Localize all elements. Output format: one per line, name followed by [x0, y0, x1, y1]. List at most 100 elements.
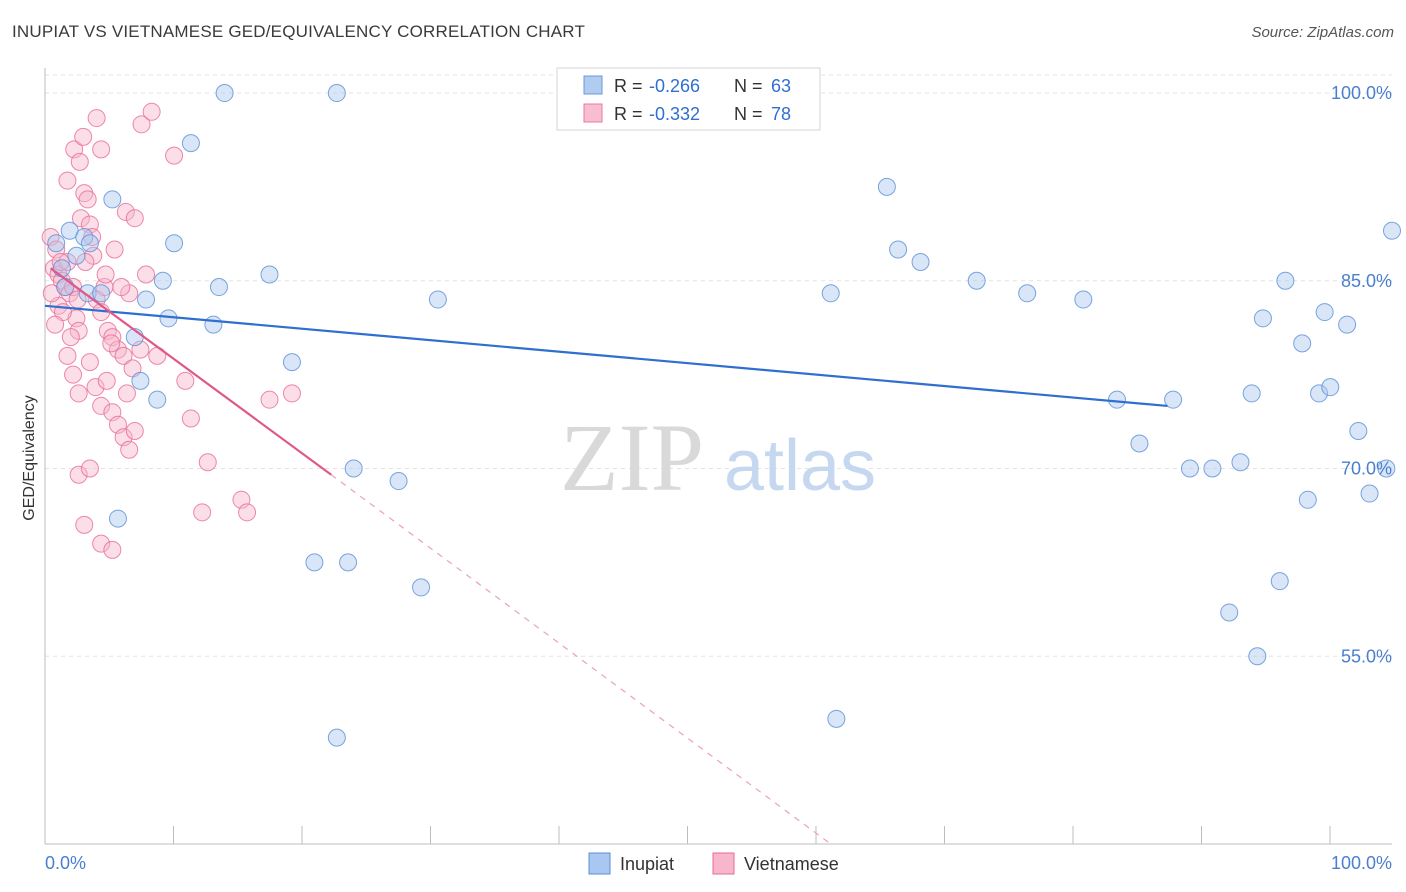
data-point-vietnamese [97, 371, 116, 390]
legend-bottom-label-inupiat[interactable]: Inupiat [620, 854, 674, 874]
trend-line-extension-vietnamese [330, 474, 832, 845]
data-point-vietnamese [117, 384, 136, 403]
data-point-inupiat [1310, 384, 1329, 403]
data-point-vietnamese [282, 384, 301, 403]
data-point-inupiat [282, 353, 301, 372]
data-point-inupiat [1231, 453, 1250, 472]
data-point-vietnamese [80, 459, 99, 478]
data-point-inupiat [1298, 490, 1317, 509]
legend-bottom-swatch-inupiat[interactable] [588, 852, 611, 875]
data-point-inupiat [1180, 459, 1199, 478]
data-point-vietnamese [46, 315, 65, 334]
data-point-vietnamese [120, 440, 139, 459]
data-point-vietnamese [92, 396, 111, 415]
data-point-inupiat [153, 271, 172, 290]
data-point-inupiat [131, 371, 150, 390]
data-point-inupiat [305, 553, 324, 572]
data-point-vietnamese [193, 503, 212, 522]
data-point-vietnamese [137, 265, 156, 284]
legend-bottom-label-vietnamese[interactable]: Vietnamese [744, 854, 839, 874]
data-point-vietnamese [58, 346, 77, 365]
data-point-vietnamese [176, 371, 195, 390]
data-point-vietnamese [64, 365, 83, 384]
data-point-inupiat [204, 315, 223, 334]
data-point-inupiat [92, 284, 111, 303]
data-point-inupiat [1253, 309, 1272, 328]
y-tick-labels: 55.0% 70.0% 85.0% 100.0% [1331, 83, 1392, 666]
data-point-inupiat [137, 290, 156, 309]
data-point-inupiat [967, 271, 986, 290]
data-point-vietnamese [87, 109, 106, 128]
legend-n-value-vietnamese: 78 [771, 104, 791, 124]
data-point-inupiat [344, 459, 363, 478]
y-tick-label: 100.0% [1331, 83, 1392, 103]
chart-title: INUPIAT VS VIETNAMESE GED/EQUIVALENCY CO… [12, 22, 586, 41]
data-point-vietnamese [125, 421, 144, 440]
legend-r-value-vietnamese: -0.332 [649, 104, 700, 124]
axes [44, 68, 1392, 845]
legend-n-label-inupiat: N = [734, 76, 763, 96]
data-point-vietnamese [92, 534, 111, 553]
watermark-atlas: atlas [724, 426, 876, 506]
data-point-vietnamese [165, 146, 184, 165]
legend-r-label-vietnamese: R = [614, 104, 643, 124]
data-point-inupiat [260, 265, 279, 284]
data-point-inupiat [877, 177, 896, 196]
data-point-inupiat [1315, 303, 1334, 322]
data-point-vietnamese [132, 115, 151, 134]
data-point-vietnamese [70, 152, 89, 171]
data-point-inupiat [1220, 603, 1239, 622]
data-point-vietnamese [92, 140, 111, 159]
data-point-vietnamese [78, 190, 97, 209]
data-point-inupiat [1293, 334, 1312, 353]
x-tick-labels: 0.0% 100.0% [45, 853, 1392, 873]
data-point-inupiat [1203, 459, 1222, 478]
data-point-inupiat [1360, 484, 1379, 503]
watermark-zip: ZIP [560, 404, 704, 511]
data-points [41, 84, 1401, 747]
data-point-vietnamese [125, 209, 144, 228]
data-point-inupiat [327, 84, 346, 103]
legend-n-value-inupiat: 63 [771, 76, 791, 96]
data-point-inupiat [1130, 434, 1149, 453]
data-point-vietnamese [76, 253, 95, 271]
y-tick-label: 55.0% [1341, 646, 1392, 666]
data-point-inupiat [209, 278, 228, 297]
data-point-vietnamese [80, 353, 99, 372]
data-point-inupiat [148, 390, 167, 409]
data-point-inupiat [56, 278, 75, 297]
data-point-inupiat [1270, 572, 1289, 591]
data-point-vietnamese [112, 278, 131, 297]
data-point-vietnamese [74, 127, 93, 146]
data-point-vietnamese [69, 465, 88, 484]
x-tick-label: 0.0% [45, 853, 86, 873]
data-point-vietnamese [198, 453, 217, 472]
data-point-inupiat [103, 190, 122, 209]
data-point-inupiat [108, 509, 127, 528]
data-point-vietnamese [75, 515, 94, 534]
data-point-vietnamese [61, 328, 80, 347]
data-point-inupiat [1018, 284, 1037, 303]
legend-bottom-swatch-vietnamese[interactable] [712, 852, 735, 875]
data-point-vietnamese [116, 202, 135, 221]
data-point-inupiat [1074, 290, 1093, 309]
data-point-vietnamese [102, 334, 121, 353]
trend-lines [44, 267, 1168, 845]
data-point-vietnamese [181, 409, 200, 428]
trend-line-vietnamese [49, 267, 332, 476]
y-axis-label: GED/Equivalency [21, 395, 38, 520]
data-point-inupiat [1338, 315, 1357, 334]
data-point-inupiat [412, 578, 431, 597]
data-point-vietnamese [238, 503, 257, 522]
x-tick-label: 100.0% [1331, 853, 1392, 873]
trend-line-inupiat [44, 304, 1168, 408]
data-point-inupiat [80, 234, 99, 253]
stats-legend: R = -0.266 N = 63 R = -0.332 N = 78 [556, 67, 821, 131]
legend-r-label-inupiat: R = [614, 76, 643, 96]
data-point-inupiat [1107, 390, 1126, 409]
data-point-inupiat [1383, 221, 1401, 240]
data-point-inupiat [67, 246, 86, 265]
data-point-vietnamese [103, 540, 122, 559]
data-point-vietnamese [71, 209, 90, 228]
data-point-inupiat [827, 709, 846, 728]
